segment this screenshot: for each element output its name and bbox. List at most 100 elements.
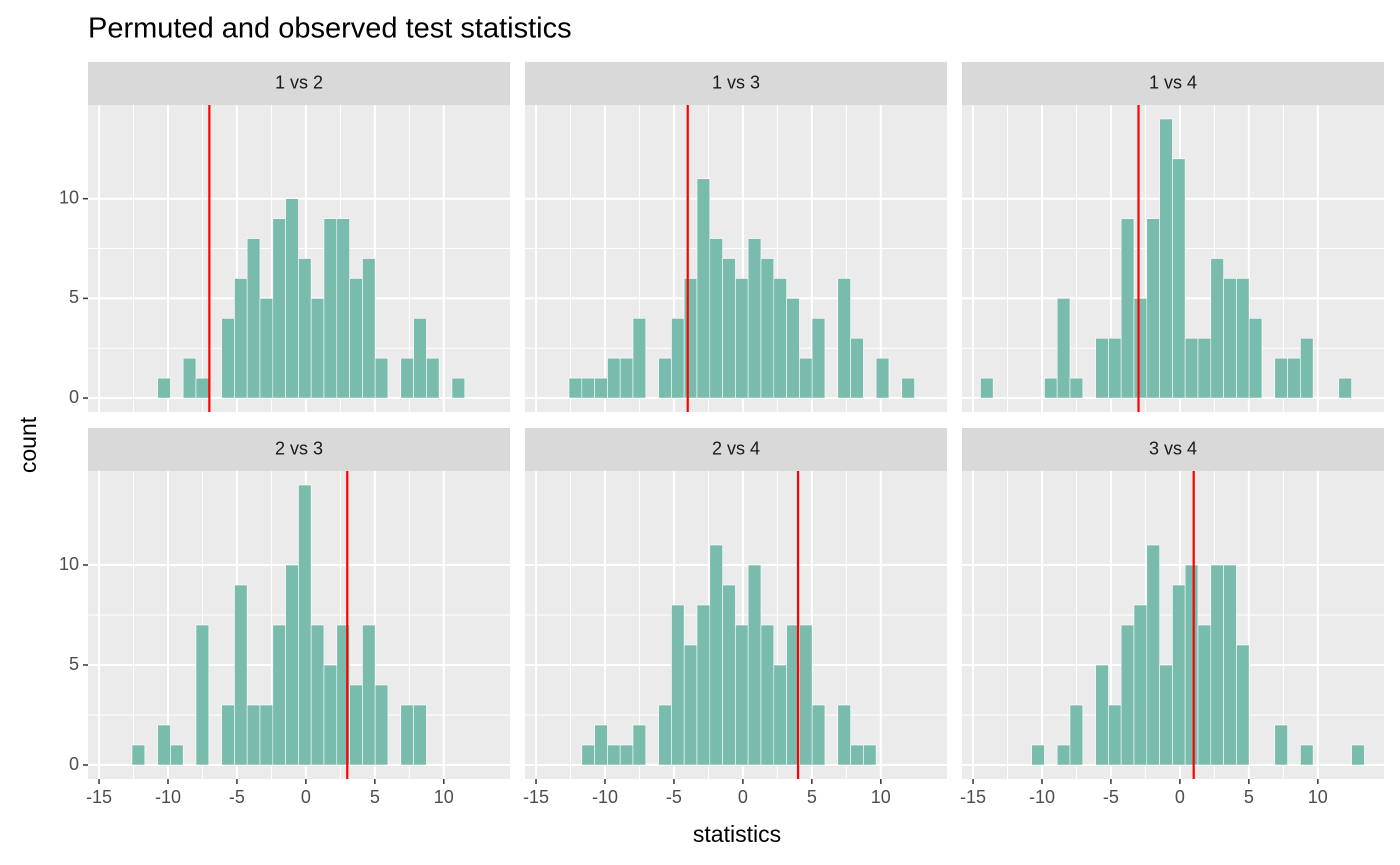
y-tick-label: 0 [69, 387, 79, 407]
bar [1133, 298, 1148, 399]
bar [980, 377, 994, 399]
bar [195, 624, 210, 766]
x-tick-label: -15 [960, 787, 986, 807]
bar [1031, 744, 1045, 766]
bar [285, 198, 299, 399]
bar [683, 644, 698, 766]
y-tick-label: 0 [69, 754, 79, 774]
bar [234, 278, 248, 399]
bar [683, 278, 698, 399]
bar [901, 377, 915, 399]
bar [246, 704, 261, 766]
x-tick-label: 10 [434, 787, 454, 807]
bar [811, 704, 826, 766]
bar [1044, 377, 1058, 399]
bar [259, 704, 274, 766]
y-tick-label: 10 [59, 187, 79, 207]
bar [131, 744, 146, 766]
bar [799, 624, 813, 766]
bar [581, 377, 595, 399]
bar [1223, 278, 1237, 399]
bar [632, 318, 647, 399]
bar [875, 357, 890, 399]
bar [1172, 158, 1186, 399]
chart-title: Permuted and observed test statistics [88, 13, 572, 45]
bar [362, 258, 376, 399]
strip-background [88, 62, 510, 105]
bar [1197, 337, 1212, 399]
bar [1133, 604, 1148, 766]
y-axis-title: count [15, 416, 41, 473]
strip-text: 1 vs 4 [1149, 72, 1197, 92]
x-tick-label: 5 [807, 787, 817, 807]
bar [272, 624, 286, 766]
y-tick-label: 5 [69, 287, 79, 307]
bar [1120, 218, 1135, 399]
bar [310, 624, 325, 766]
bar [349, 278, 363, 399]
bar [310, 298, 325, 399]
bar [362, 624, 376, 766]
bar [1184, 564, 1199, 766]
bar [413, 318, 427, 399]
x-tick-label: -15 [523, 787, 549, 807]
bar [1056, 744, 1071, 766]
strip-text: 2 vs 3 [275, 438, 323, 458]
bar [1172, 584, 1186, 766]
bar [747, 564, 762, 766]
bar [1236, 278, 1250, 399]
y-tick-label: 10 [59, 554, 79, 574]
bar [1159, 118, 1173, 399]
bar [323, 218, 338, 399]
bar [1248, 318, 1263, 399]
bar [1351, 744, 1365, 766]
bar [195, 377, 210, 399]
bar [1210, 564, 1224, 766]
bar [1300, 337, 1314, 399]
bar [607, 744, 621, 766]
bar [863, 744, 877, 766]
x-tick-label: 5 [370, 787, 380, 807]
bar [658, 357, 672, 399]
bar [1056, 298, 1071, 399]
bar [1197, 624, 1212, 766]
strip-background [525, 428, 947, 471]
bar [298, 484, 312, 766]
bar [722, 584, 736, 766]
bar [323, 664, 338, 766]
bar [658, 704, 672, 766]
x-tick-label: -10 [1029, 787, 1055, 807]
strip-background [525, 62, 947, 105]
bar [1338, 377, 1352, 399]
bar [607, 357, 621, 399]
x-tick-label: -15 [86, 787, 112, 807]
bar [568, 377, 583, 399]
bar [374, 357, 389, 399]
bar [1146, 218, 1160, 399]
y-tick-label: 5 [69, 654, 79, 674]
bar [1236, 644, 1250, 766]
bar [157, 377, 171, 399]
bar [349, 684, 363, 766]
bar [671, 318, 685, 399]
bar [722, 258, 736, 399]
bar [1300, 744, 1314, 766]
bar [671, 604, 685, 766]
bar [157, 724, 171, 766]
bar [632, 724, 647, 766]
bar [259, 298, 274, 399]
bar [760, 258, 775, 399]
x-tick-label: -5 [666, 787, 682, 807]
bar [773, 664, 787, 766]
bar [1095, 664, 1109, 766]
bar [221, 318, 235, 399]
bar [374, 684, 389, 766]
bar [709, 544, 723, 766]
bar [1108, 337, 1122, 399]
x-tick-label: 5 [1244, 787, 1254, 807]
bar [272, 218, 286, 399]
bar [336, 218, 350, 399]
x-tick-label: -10 [592, 787, 618, 807]
bar [413, 704, 427, 766]
